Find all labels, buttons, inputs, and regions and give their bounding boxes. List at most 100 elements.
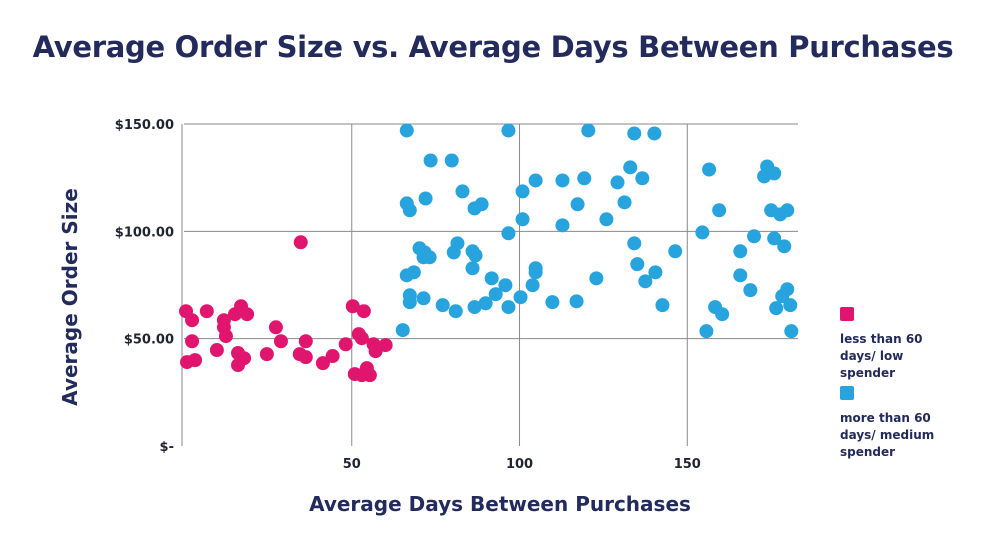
data-point	[515, 212, 530, 227]
data-point	[635, 171, 650, 186]
data-point	[767, 231, 782, 246]
data-point	[702, 162, 717, 177]
data-point	[513, 290, 528, 305]
data-point	[325, 349, 340, 364]
data-point	[268, 320, 283, 335]
data-point	[218, 329, 233, 344]
data-point	[474, 197, 489, 212]
data-point	[570, 197, 585, 212]
data-point	[406, 265, 421, 280]
data-point	[743, 283, 758, 298]
data-point	[199, 304, 214, 319]
data-point	[610, 175, 625, 190]
data-point	[444, 153, 459, 168]
x-tick-label: 50	[343, 457, 361, 472]
data-point	[501, 300, 516, 315]
data-point	[315, 356, 330, 371]
data-point	[488, 287, 503, 302]
data-point	[623, 160, 638, 175]
y-tick-label: $-	[160, 440, 174, 455]
data-point	[273, 334, 288, 349]
y-tick-label: $100.00	[115, 225, 174, 240]
data-point	[435, 298, 450, 313]
data-point	[354, 331, 369, 346]
data-point	[298, 350, 313, 365]
data-point	[525, 278, 540, 293]
data-point	[715, 307, 730, 322]
data-point	[528, 173, 543, 188]
data-point	[630, 257, 645, 272]
data-point	[589, 271, 604, 286]
data-point	[368, 344, 383, 359]
data-point	[775, 289, 790, 304]
data-point	[733, 244, 748, 259]
data-point	[569, 294, 584, 309]
data-point	[448, 304, 463, 319]
y-tick-label: $50.00	[124, 333, 174, 348]
data-point	[627, 236, 642, 251]
data-point	[648, 265, 663, 280]
data-point	[362, 368, 377, 383]
data-point	[356, 304, 371, 319]
x-axis-label: Average Days Between Purchases	[309, 492, 691, 516]
data-point	[777, 239, 792, 254]
data-point	[783, 298, 798, 313]
data-point	[498, 278, 513, 293]
data-point	[293, 235, 308, 250]
data-point	[780, 203, 795, 218]
data-point	[501, 226, 516, 241]
x-tick-label: 150	[674, 457, 701, 472]
data-point	[501, 123, 516, 138]
data-point	[695, 225, 710, 240]
data-point	[231, 358, 246, 373]
data-point	[465, 261, 480, 276]
data-point	[733, 268, 748, 283]
data-point	[528, 265, 543, 280]
data-point	[769, 301, 784, 316]
data-point	[699, 324, 714, 339]
data-point	[240, 307, 255, 322]
legend-swatch-blue	[840, 386, 854, 400]
data-point	[784, 324, 799, 339]
data-point	[484, 271, 499, 286]
data-point	[467, 300, 482, 315]
data-point	[581, 123, 596, 138]
data-point	[668, 244, 683, 259]
data-point	[767, 166, 782, 181]
legend-item-medium-spender: more than 60 days/ medium spender	[840, 386, 965, 461]
data-point	[402, 203, 417, 218]
data-point	[423, 153, 438, 168]
data-point	[395, 323, 410, 338]
data-point	[338, 337, 353, 352]
data-point	[455, 184, 470, 199]
data-point	[345, 299, 360, 314]
data-point	[418, 191, 433, 206]
data-point	[599, 212, 614, 227]
data-point	[422, 250, 437, 265]
data-point	[545, 295, 560, 310]
data-point	[188, 353, 203, 368]
data-point	[655, 298, 670, 313]
data-point	[638, 274, 653, 289]
data-point	[399, 123, 414, 138]
data-point	[185, 334, 200, 349]
legend-label: more than 60 days/ medium spender	[840, 411, 935, 459]
data-point	[378, 338, 393, 353]
legend-swatch-pink	[840, 307, 854, 321]
data-point	[416, 291, 431, 306]
data-point	[577, 171, 592, 186]
data-point	[259, 347, 274, 362]
chart-title: Average Order Size vs. Average Days Betw…	[32, 30, 954, 64]
data-point	[627, 126, 642, 141]
legend-label: less than 60 days/ low spender	[840, 332, 923, 380]
data-point	[555, 218, 570, 233]
data-point	[446, 245, 461, 260]
data-point	[468, 248, 483, 263]
x-tick-label: 100	[506, 457, 533, 472]
data-point	[515, 184, 530, 199]
y-tick-label: $150.00	[115, 118, 174, 133]
data-point	[747, 229, 762, 244]
data-point	[647, 126, 662, 141]
data-point	[712, 203, 727, 218]
